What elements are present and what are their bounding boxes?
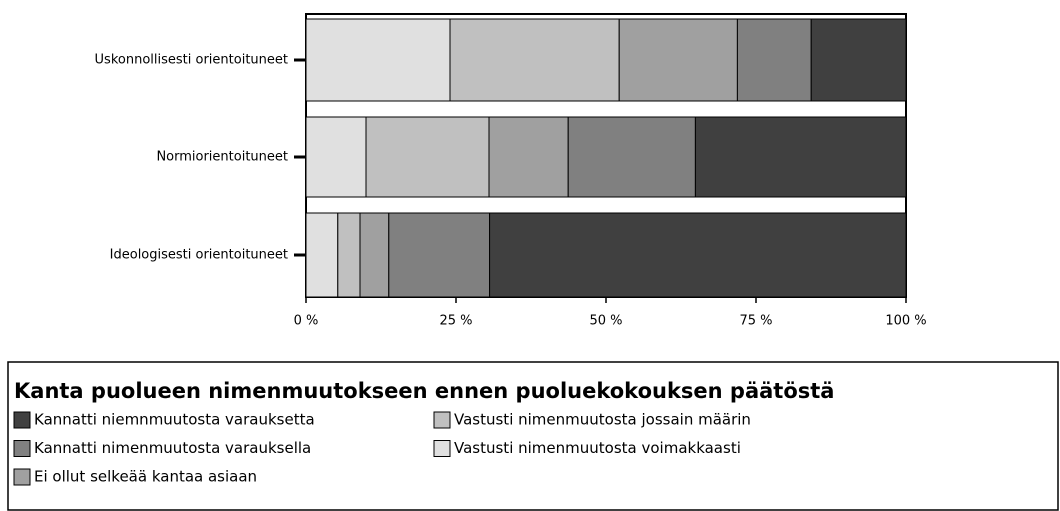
legend-title: Kanta puolueen nimenmuutokseen ennen puo…	[14, 379, 834, 403]
y-tick-label: Uskonnollisesti orientoituneet	[95, 53, 288, 68]
y-tick-label: Ideologisesti orientoituneet	[110, 248, 288, 263]
x-tick-label: 25 %	[439, 314, 472, 329]
bar-segment	[365, 116, 490, 198]
legend-label: Ei ollut selkeää kantaa asiaan	[34, 468, 257, 486]
bar-segment	[489, 212, 907, 298]
legend-swatch	[433, 440, 451, 457]
bar-segment	[305, 18, 451, 102]
bar-segment	[305, 116, 367, 198]
bar-segment	[337, 212, 361, 298]
bar-segment	[694, 116, 907, 198]
legend-swatch	[13, 440, 31, 457]
legend-label: Kannatti nimenmuutosta varauksella	[34, 439, 311, 457]
bar-segment	[359, 212, 390, 298]
bar-segment	[567, 116, 696, 198]
x-tick-label: 75 %	[739, 314, 772, 329]
legend-label: Kannatti niemnmuutosta varauksetta	[34, 411, 315, 429]
y-tick-label: Normiorientoituneet	[156, 150, 288, 165]
legend-box	[7, 361, 1059, 511]
bar-segment	[388, 212, 491, 298]
x-tick-label: 100 %	[885, 314, 926, 329]
bar-segment	[488, 116, 569, 198]
bar-segment	[736, 18, 812, 102]
legend-label: Vastusti nimenmuutosta voimakkaasti	[454, 439, 741, 457]
x-tick-label: 50 %	[589, 314, 622, 329]
bar-segment	[449, 18, 620, 102]
legend-swatch	[13, 411, 31, 429]
legend-swatch	[13, 468, 31, 486]
bar-segment	[305, 212, 339, 298]
legend-label: Vastusti nimenmuutosta jossain määrin	[454, 411, 751, 429]
x-tick-label: 0 %	[294, 314, 319, 329]
bar-segment	[618, 18, 738, 102]
bar-segment	[810, 18, 907, 102]
legend-swatch	[433, 411, 451, 429]
